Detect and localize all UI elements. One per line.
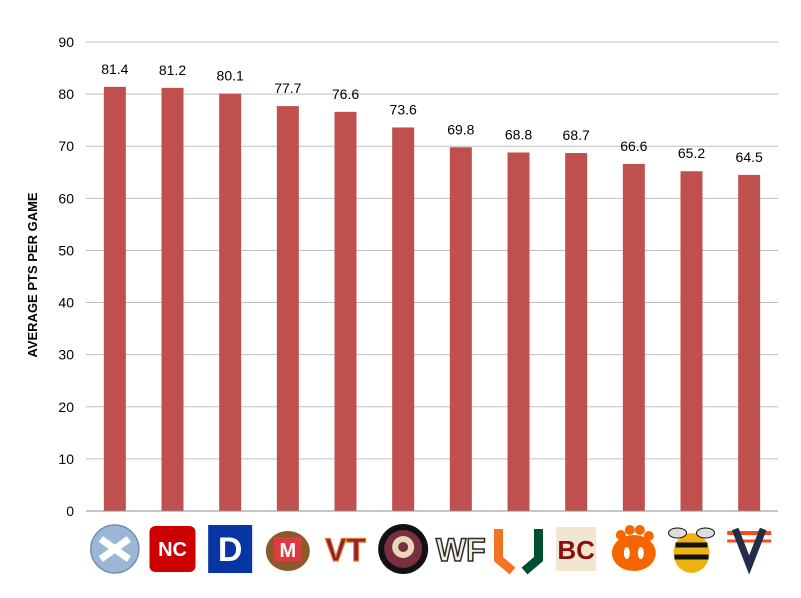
georgia-tech-logo: GT: [668, 527, 715, 573]
wake-forest-logo-text: WF: [436, 532, 486, 568]
y-tick-label: 0: [66, 503, 74, 519]
y-axis-title: AVERAGE PTS PER GAME: [25, 192, 40, 358]
y-tick-label: 60: [58, 190, 74, 206]
data-label: 76.6: [332, 86, 359, 102]
bar-virginia: [738, 174, 761, 511]
maryland-logo: M: [265, 531, 310, 571]
data-label: 69.8: [447, 121, 474, 137]
data-label: 81.4: [101, 61, 128, 77]
maryland-logo-text: M: [279, 540, 296, 562]
bar-duke: [219, 93, 242, 511]
team-logos: NC D M VT WF: [90, 524, 772, 575]
y-tick-label: 40: [58, 295, 74, 311]
data-label: 77.7: [274, 80, 301, 96]
data-label: 81.2: [159, 62, 186, 78]
unc-logo: [90, 524, 140, 574]
bar-unc: [103, 86, 126, 511]
virginia-tech-logo-text: VT: [325, 532, 366, 568]
bar-clemson: [622, 163, 645, 511]
y-tick-label: 10: [58, 451, 74, 467]
data-label: 66.6: [620, 138, 647, 154]
nc-state-logo: NC: [149, 526, 196, 572]
data-label: 80.1: [217, 68, 244, 84]
y-tick-label: 50: [58, 242, 74, 258]
data-label: 73.6: [390, 101, 417, 117]
bar-miami: [507, 152, 530, 511]
data-label: 68.8: [505, 126, 532, 142]
data-label: 68.7: [563, 127, 590, 143]
bar-boston-college: [565, 152, 588, 511]
bar-maryland: [276, 106, 299, 511]
bar-virginia-tech: [334, 111, 357, 511]
y-tick-label: 20: [58, 399, 74, 415]
bar-wake-forest: [449, 147, 472, 511]
y-tick-label: 80: [58, 86, 74, 102]
y-tick-label: 90: [58, 34, 74, 50]
wake-forest-logo: WF: [435, 531, 486, 569]
miami-logo: U: [494, 529, 543, 575]
bar-nc-state: [161, 87, 184, 511]
bar-florida-state: [392, 127, 415, 511]
bar-georgia-tech: [680, 171, 703, 512]
virginia-logo: V: [727, 527, 772, 575]
virginia-tech-logo: VT: [324, 531, 367, 568]
data-label: 64.5: [736, 149, 763, 165]
florida-state-logo: [378, 524, 429, 574]
data-labels: 81.4 81.2 80.1 77.7 76.6 73.6 69.8 68.8 68.7 66.6…: [101, 61, 763, 165]
nc-state-logo-text: NC: [158, 539, 187, 561]
y-tick-label: 70: [58, 138, 74, 154]
boston-college-logo: BC: [556, 527, 597, 571]
gridlines: [86, 41, 778, 460]
y-axis-ticks: 0 10 20 30 40 50 60 70 80 90: [58, 34, 74, 519]
bars: [103, 86, 761, 512]
duke-logo: D: [208, 525, 253, 573]
duke-logo-text: D: [218, 531, 243, 569]
clemson-logo: [611, 525, 656, 571]
data-label: 65.2: [678, 145, 705, 161]
y-tick-label: 30: [58, 347, 74, 363]
boston-college-logo-text: BC: [557, 535, 595, 565]
